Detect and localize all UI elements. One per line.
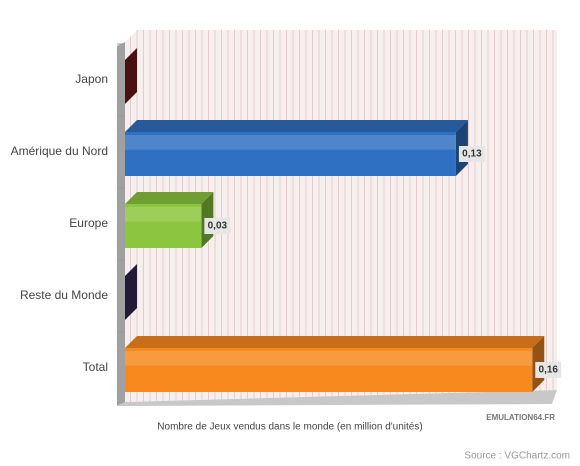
value-label: 0,13	[462, 149, 482, 160]
value-label: 0,03	[208, 221, 228, 232]
x-axis-title: Nombre de Jeux vendus dans le monde (en …	[157, 422, 422, 433]
y-tick-label: Japon	[75, 72, 108, 86]
bar	[125, 336, 545, 392]
source: Source : VGChartz.com	[464, 451, 570, 462]
floor	[117, 390, 557, 406]
bar	[125, 120, 468, 176]
bar	[125, 264, 137, 320]
y-tick-label: Reste du Monde	[20, 288, 108, 302]
value-label-box	[458, 146, 485, 162]
y-tick-label: Europe	[69, 216, 108, 230]
bar	[125, 192, 214, 248]
y-tick-label: Amérique du Nord	[11, 144, 108, 158]
logo: EMULATION64.FR	[486, 413, 555, 422]
bar	[125, 48, 137, 104]
value-label-box	[204, 218, 231, 234]
y-tick-label: Total	[83, 360, 108, 374]
value-label: 0,16	[539, 365, 559, 376]
value-label-box	[535, 362, 562, 378]
side-wall	[117, 42, 125, 406]
